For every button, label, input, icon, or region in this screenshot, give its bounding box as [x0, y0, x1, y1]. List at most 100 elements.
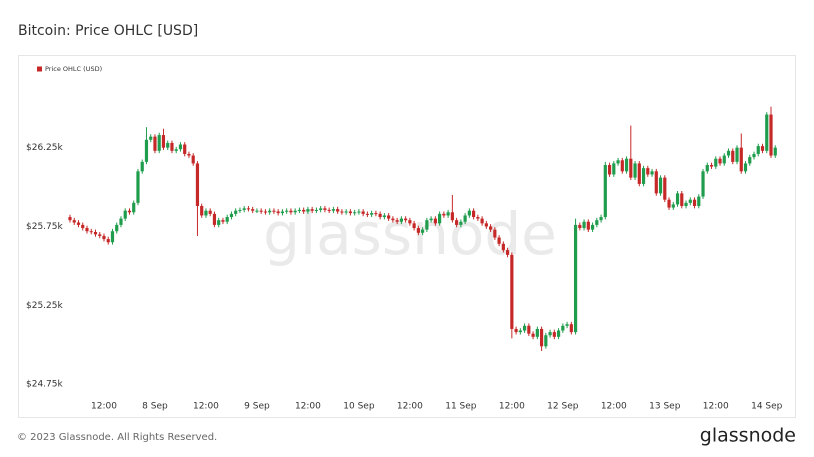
- candle-body: [675, 193, 680, 205]
- candle-body: [658, 177, 663, 194]
- candle-body: [225, 217, 229, 222]
- candle-body: [680, 193, 684, 206]
- candle-body: [127, 210, 132, 213]
- logo: glassnode: [700, 425, 796, 447]
- candle-body: [493, 229, 497, 238]
- candle-body: [442, 213, 446, 216]
- candle-body: [404, 218, 408, 221]
- candle-body: [535, 328, 539, 337]
- candle-body: [323, 208, 327, 210]
- candle-body: [208, 210, 212, 214]
- candle-body: [272, 210, 276, 212]
- candle-body: [735, 147, 739, 162]
- candle-body: [234, 210, 238, 214]
- candle-body: [739, 147, 743, 172]
- candle-body: [353, 212, 357, 214]
- candle-body: [416, 228, 420, 233]
- candle-body: [161, 135, 166, 148]
- candle-body: [480, 218, 484, 224]
- candle-body: [654, 171, 658, 194]
- candle-body: [106, 239, 110, 243]
- candle-body: [238, 209, 242, 211]
- candle-body: [748, 157, 752, 164]
- candle-body: [123, 210, 127, 219]
- candle-body: [569, 324, 573, 333]
- candle-body: [641, 168, 646, 184]
- candle-body: [174, 149, 178, 151]
- candle-body: [357, 211, 361, 213]
- candle-body: [667, 199, 671, 208]
- x-tick-label: 13 Sep: [649, 402, 681, 412]
- candle-body: [438, 213, 442, 224]
- candle-body: [539, 328, 544, 347]
- candle-body: [484, 223, 488, 227]
- candle-body: [132, 202, 136, 213]
- candle-body: [293, 210, 297, 213]
- candle-body: [314, 209, 319, 211]
- candle-body: [89, 231, 93, 233]
- candle-body: [374, 213, 378, 215]
- candle-body: [212, 213, 217, 225]
- candle-body: [556, 330, 561, 337]
- candle-body: [531, 333, 535, 337]
- candle-body: [319, 208, 323, 210]
- candle-body: [472, 210, 476, 218]
- candle-body: [387, 215, 391, 219]
- candle-body: [765, 114, 769, 151]
- candle-body: [773, 147, 777, 156]
- x-tick-label: 8 Sep: [142, 402, 168, 412]
- candle-body: [467, 210, 471, 216]
- candle-body: [331, 209, 336, 211]
- chart-panel: [18, 55, 796, 418]
- candle-body: [731, 150, 735, 162]
- candle-body: [382, 215, 386, 218]
- legend-label: Price OHLC (USD): [45, 65, 102, 73]
- candle-body: [552, 332, 556, 337]
- candle-body: [633, 163, 637, 178]
- copyright: © 2023 Glassnode. All Rights Reserved.: [17, 432, 217, 443]
- candle-body: [489, 226, 493, 230]
- candle-body: [561, 325, 565, 331]
- candle-body: [76, 222, 81, 225]
- candle-body: [251, 209, 255, 211]
- candle-body: [98, 234, 102, 236]
- candle-body: [743, 163, 748, 172]
- candle-body: [255, 210, 259, 212]
- candle-body: [297, 209, 302, 211]
- candle-body: [425, 220, 429, 230]
- candle-body: [365, 213, 369, 215]
- candle-body: [756, 146, 760, 154]
- candle-body: [433, 218, 437, 224]
- candle-body: [191, 155, 195, 164]
- candle-body: [110, 231, 115, 243]
- x-tick-label: 12:00: [91, 402, 117, 412]
- candle-body: [663, 177, 667, 200]
- candle-body: [395, 220, 399, 222]
- candle-body: [93, 232, 98, 235]
- candle-body: [497, 237, 501, 244]
- candle-body: [378, 213, 382, 218]
- candle-body: [119, 218, 123, 225]
- candle-body: [714, 158, 718, 167]
- candle-body: [624, 158, 629, 172]
- candle-body: [157, 135, 161, 151]
- candle-body: [306, 209, 310, 212]
- x-tick-label: 12:00: [397, 402, 423, 412]
- candle-body: [85, 228, 89, 232]
- candle-body: [348, 211, 352, 214]
- candle-body: [607, 165, 612, 175]
- x-tick-label: 10 Sep: [343, 402, 375, 412]
- candle-body: [701, 171, 705, 197]
- candle-body: [752, 153, 756, 158]
- x-tick-label: 12:00: [703, 402, 729, 412]
- candle-body: [221, 220, 225, 222]
- candle-body: [522, 325, 527, 331]
- candle-body: [590, 224, 595, 230]
- candle-body: [450, 212, 454, 221]
- candle-body: [370, 213, 374, 215]
- candle-body: [81, 224, 85, 229]
- candle-body: [565, 324, 569, 326]
- candle-body: [459, 221, 463, 225]
